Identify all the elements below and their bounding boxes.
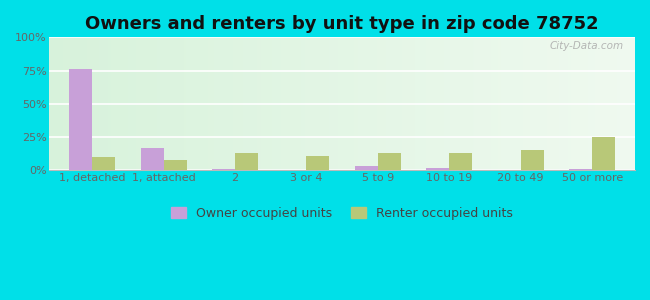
Bar [141, 148, 164, 170]
Bar [307, 156, 330, 170]
Bar [449, 153, 472, 170]
Bar [592, 137, 615, 170]
Bar [70, 69, 92, 170]
Title: Owners and renters by unit type in zip code 78752: Owners and renters by unit type in zip c… [85, 15, 599, 33]
Bar [378, 153, 401, 170]
Bar [213, 169, 235, 170]
Bar [355, 166, 378, 170]
Bar [521, 150, 543, 170]
Legend: Owner occupied units, Renter occupied units: Owner occupied units, Renter occupied un… [172, 207, 513, 220]
Text: City-Data.com: City-Data.com [549, 41, 623, 51]
Bar [164, 160, 187, 170]
Bar [426, 168, 449, 170]
Bar [569, 169, 592, 170]
Bar [235, 153, 258, 170]
Bar [92, 157, 115, 170]
